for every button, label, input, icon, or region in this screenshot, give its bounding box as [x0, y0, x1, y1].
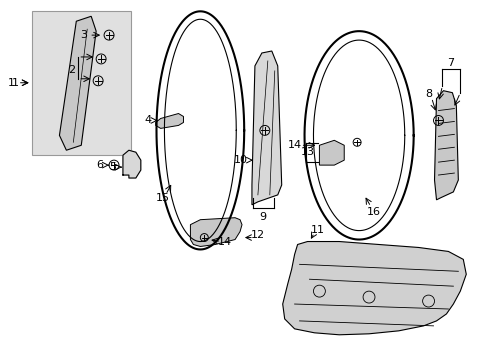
Text: 1: 1 — [8, 78, 15, 88]
Text: 6: 6 — [97, 160, 103, 170]
Text: 14: 14 — [287, 140, 301, 150]
Text: 14: 14 — [218, 237, 232, 247]
Text: 2: 2 — [68, 65, 75, 75]
Polygon shape — [434, 91, 457, 200]
Text: 13: 13 — [300, 147, 314, 157]
FancyBboxPatch shape — [32, 11, 131, 155]
Text: 12: 12 — [250, 230, 264, 239]
Text: 11: 11 — [310, 225, 324, 235]
Text: 9: 9 — [259, 212, 266, 222]
Polygon shape — [190, 218, 242, 247]
Polygon shape — [282, 242, 466, 335]
Text: 1: 1 — [12, 78, 19, 88]
Text: 7: 7 — [446, 58, 453, 68]
Text: 15: 15 — [155, 193, 169, 203]
Text: 16: 16 — [366, 207, 380, 217]
Polygon shape — [155, 113, 183, 129]
Polygon shape — [60, 16, 96, 150]
Text: 3: 3 — [80, 30, 86, 40]
Polygon shape — [319, 140, 344, 165]
Text: 4: 4 — [144, 116, 151, 126]
Polygon shape — [251, 51, 281, 205]
Text: 5: 5 — [109, 162, 116, 172]
Text: 8: 8 — [424, 89, 431, 99]
Polygon shape — [122, 150, 141, 178]
Text: 10: 10 — [234, 155, 247, 165]
